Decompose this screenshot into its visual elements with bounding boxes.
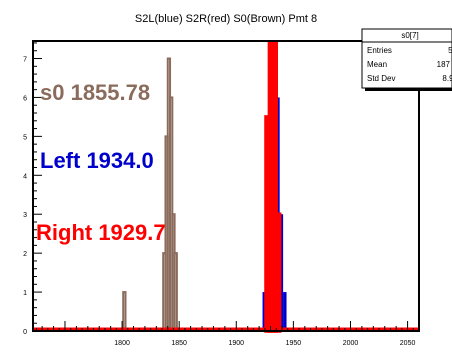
x-tick-label: 2000 xyxy=(343,340,359,347)
bar xyxy=(122,291,127,332)
y-tick-label: 5 xyxy=(23,134,27,141)
stats-value-stddev: 8.95 xyxy=(442,74,452,83)
stats-label-mean: Mean xyxy=(367,60,387,69)
stats-label-stddev: Std Dev xyxy=(367,74,395,83)
y-tick-label: 4 xyxy=(23,173,27,180)
chart-title: S2L(blue) S2R(red) S0(Brown) Pmt 8 xyxy=(135,13,317,25)
annotation-left: Left 1934.0 xyxy=(40,148,154,173)
annotation-right: Right 1929.7 xyxy=(36,220,166,245)
x-tick-label: 2050 xyxy=(400,340,416,347)
bar xyxy=(274,212,282,333)
x-tick-label: 1950 xyxy=(286,340,302,347)
annotation-s0: s0 1855.78 xyxy=(40,80,150,105)
stats-value-mean: 187 xyxy=(437,60,451,69)
histogram-bars xyxy=(33,41,419,333)
bar xyxy=(173,252,178,332)
y-tick-label: 1 xyxy=(23,290,27,297)
x-tick-label: 1850 xyxy=(171,340,187,347)
y-tick-label: 6 xyxy=(23,95,27,102)
stats-box: s0[7] Entries 57 Mean 187 Std Dev 8.95 xyxy=(361,28,452,91)
y-tick-label: 3 xyxy=(23,212,27,219)
y-tick-label: 7 xyxy=(23,57,27,64)
x-tick-label: 1900 xyxy=(228,340,244,347)
stats-label-entries: Entries xyxy=(367,46,392,55)
y-tick-label: 0 xyxy=(23,329,27,336)
series-2 xyxy=(33,41,419,333)
bar xyxy=(283,292,287,331)
y-tick-label: 2 xyxy=(23,251,27,258)
plot-frame xyxy=(32,40,420,332)
y-axis: 0 1 2 3 4 5 6 7 xyxy=(23,42,42,336)
stats-box-frame xyxy=(361,28,452,89)
stats-box-title: s0[7] xyxy=(401,31,418,40)
x-axis: 1800 1850 1900 1950 2000 2050 xyxy=(35,321,420,347)
stats-value-entries: 57 xyxy=(448,46,452,55)
x-tick-label: 1800 xyxy=(114,340,130,347)
